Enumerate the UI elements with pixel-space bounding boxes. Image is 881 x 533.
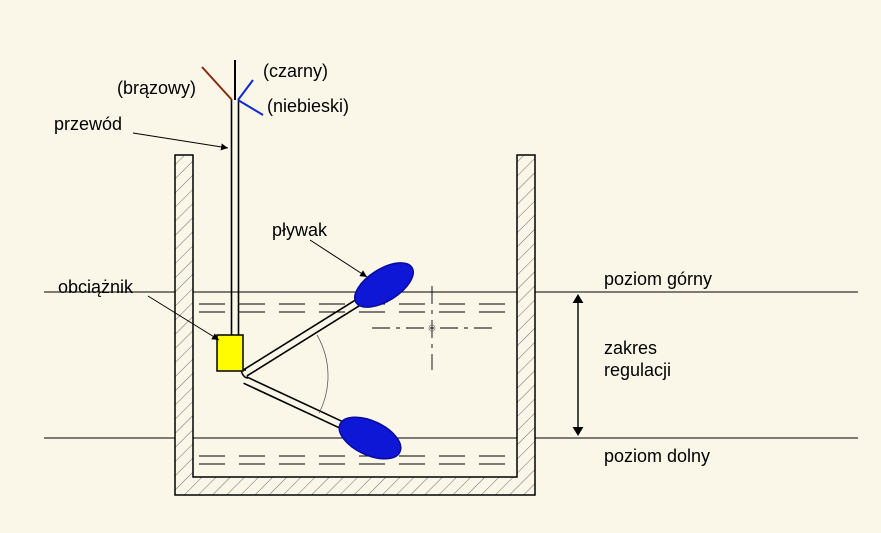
label-regulation: regulacji (604, 360, 671, 380)
label-cable: przewód (54, 114, 122, 134)
weight-rect (217, 335, 243, 371)
label-bottom-level: poziom dolny (604, 446, 710, 466)
wire-label-brown: (brązowy) (117, 78, 196, 98)
label-float: pływak (272, 220, 328, 240)
label-weight: obciążnik (58, 277, 134, 297)
label-range: zakres (604, 338, 657, 358)
wire-label-blue: (niebieski) (267, 96, 349, 116)
label-top-level: poziom górny (604, 269, 712, 289)
wire-label-black: (czarny) (263, 61, 328, 81)
